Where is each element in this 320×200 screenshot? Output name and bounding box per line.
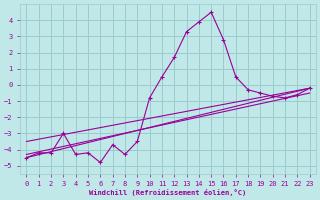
X-axis label: Windchill (Refroidissement éolien,°C): Windchill (Refroidissement éolien,°C) xyxy=(90,189,247,196)
